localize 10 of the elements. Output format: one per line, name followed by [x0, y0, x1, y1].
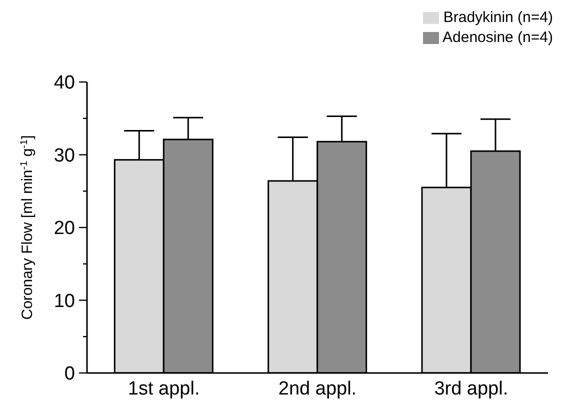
y-tick-label: 20	[54, 218, 75, 240]
y-tick-label: 30	[54, 145, 75, 166]
y-tick-label: 10	[54, 290, 75, 312]
y-tick-label: 0	[64, 364, 75, 385]
legend-label: Bradykinin (n=4)	[443, 9, 553, 26]
x-tick-label: 1st appl.	[128, 378, 200, 400]
x-tick-label: 3rd appl.	[434, 378, 508, 400]
y-tick-label: 40	[54, 72, 75, 94]
x-tick-label: 2nd appl.	[278, 378, 357, 400]
legend-label: Adenosine (n=4)	[442, 29, 553, 46]
